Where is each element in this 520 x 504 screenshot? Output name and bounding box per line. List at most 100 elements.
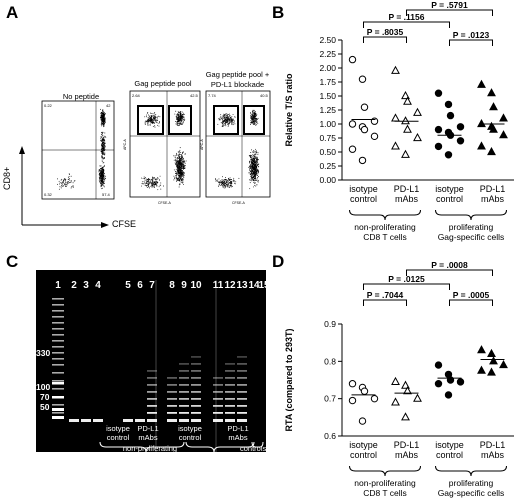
flow-event <box>183 114 184 115</box>
flow-event <box>184 167 186 169</box>
flow-event <box>146 178 148 180</box>
flow-event <box>142 178 144 180</box>
flow-event <box>250 120 252 121</box>
flow-event <box>182 160 184 162</box>
flow-event <box>227 180 229 182</box>
group-label: proliferating <box>449 222 494 232</box>
flow-event <box>220 122 222 124</box>
flow-event <box>254 174 256 175</box>
product-band <box>167 384 177 386</box>
flow-event <box>255 157 257 159</box>
flow-event <box>182 153 183 155</box>
flow-event <box>231 185 232 187</box>
flow-event <box>58 180 60 182</box>
flow-event <box>232 114 234 115</box>
flow-event <box>249 174 251 175</box>
flow-plot-3-q2: 40.5 <box>260 93 269 98</box>
flow-event <box>218 178 220 180</box>
flow-plot-1-q1: 0.22 <box>44 103 53 108</box>
flow-event <box>146 186 148 188</box>
flow-event <box>254 178 256 180</box>
flow-event <box>143 178 145 180</box>
category-label: control <box>350 450 377 460</box>
flow-event <box>181 161 183 163</box>
flow-event <box>181 162 183 164</box>
flow-event <box>181 154 182 156</box>
sample-band <box>69 419 79 422</box>
flow-event <box>219 117 221 119</box>
flow-event <box>103 152 105 154</box>
flow-event <box>183 164 185 166</box>
flow-event <box>182 174 184 176</box>
data-point <box>348 380 357 388</box>
flow-event <box>226 115 228 117</box>
flow-event <box>101 140 103 142</box>
product-band <box>225 405 235 407</box>
flow-event <box>100 179 102 181</box>
flow-event <box>100 172 102 174</box>
flow-event <box>153 178 155 180</box>
flow-event <box>176 123 178 125</box>
data-point <box>456 378 465 386</box>
flow-event <box>250 156 252 158</box>
flow-event <box>100 183 102 185</box>
flow-event <box>101 144 103 146</box>
flow-event <box>103 112 105 114</box>
flow-event <box>255 119 257 121</box>
p-value-bracket <box>406 9 493 16</box>
flow-event <box>146 185 148 187</box>
product-band <box>191 363 201 365</box>
product-band <box>213 391 223 393</box>
flow-event <box>61 182 63 184</box>
flow-event <box>222 186 224 188</box>
flow-event <box>154 112 156 114</box>
flow-event <box>149 182 151 184</box>
flow-event <box>176 158 178 160</box>
flow-event <box>221 125 223 127</box>
flow-event <box>149 118 151 120</box>
flow-event <box>174 155 176 157</box>
flow-event <box>102 152 104 154</box>
flow-event <box>144 182 145 184</box>
flow-event <box>185 160 187 162</box>
flow-event <box>61 185 63 187</box>
flow-event <box>68 176 70 177</box>
flow-event <box>221 178 223 180</box>
flow-event <box>225 183 226 185</box>
flow-event <box>103 142 105 144</box>
flow-event <box>252 160 254 162</box>
sample-band <box>93 419 103 422</box>
flow-event <box>180 177 182 179</box>
flow-event <box>100 170 102 172</box>
flow-event <box>103 115 105 117</box>
flow-event <box>153 184 155 186</box>
flow-event <box>101 159 103 161</box>
flow-event <box>149 119 151 120</box>
flow-event <box>256 160 258 161</box>
flow-event <box>101 146 103 148</box>
flow-event <box>156 181 158 183</box>
flow-event <box>175 176 177 178</box>
flow-event <box>250 115 252 117</box>
flow-event <box>103 144 105 146</box>
flow-event <box>65 182 67 184</box>
flow-event <box>228 118 230 120</box>
flow-event <box>180 162 181 164</box>
group-label: Gag-specific cells <box>438 488 505 498</box>
flow-event <box>180 180 182 181</box>
flow-event <box>101 141 103 143</box>
flow-event <box>180 167 182 169</box>
flow-event <box>181 172 182 174</box>
flow-event <box>251 121 253 123</box>
flow-event <box>228 178 230 180</box>
flow-event <box>256 179 258 181</box>
flow-event <box>180 175 182 177</box>
flow-event <box>223 117 225 119</box>
flow-event <box>222 120 224 122</box>
flow-event <box>176 115 178 117</box>
flow-event <box>227 114 229 116</box>
flow-event <box>257 179 259 181</box>
flow-event <box>65 179 67 181</box>
flow-event <box>255 120 257 122</box>
flow-event <box>179 175 181 176</box>
